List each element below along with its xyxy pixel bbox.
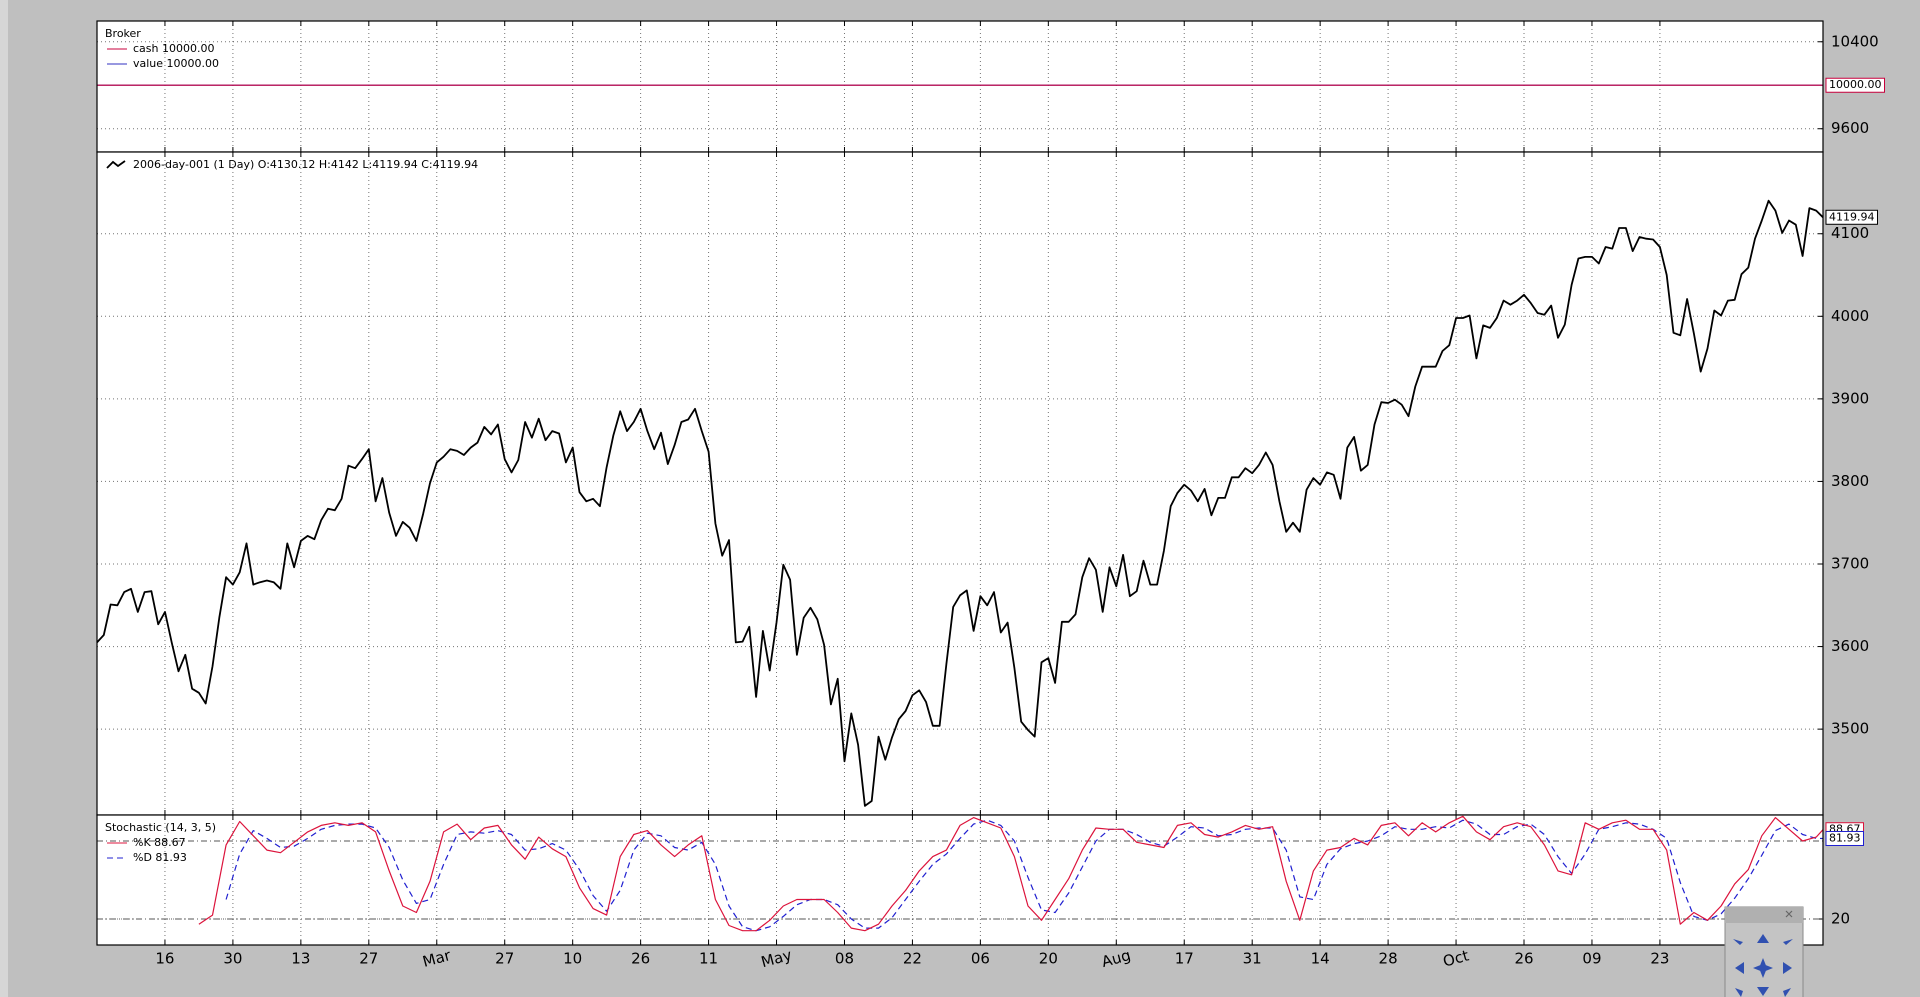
value-tag-box (1825, 77, 1885, 93)
value-tag-label: 10000.00 (1829, 78, 1882, 91)
x-tick-label: 16 (155, 950, 174, 968)
pan-center[interactable] (1753, 958, 1773, 978)
y-tick-label: 20 (1831, 910, 1850, 928)
x-tick-label: 26 (1514, 950, 1533, 968)
x-tick-label: 22 (903, 950, 922, 968)
x-tick-label: 13 (291, 950, 310, 968)
pan-down[interactable] (1757, 987, 1769, 996)
series-line (198, 815, 1824, 932)
x-tick-label: 06 (971, 950, 990, 968)
legend-icon (106, 160, 126, 169)
pan-up-right[interactable] (1783, 939, 1793, 945)
toolbar-titlebar (1725, 907, 1803, 923)
x-tick-label: 26 (631, 950, 650, 968)
y-tick-label: 3500 (1831, 720, 1869, 738)
legend-label: %D 81.93 (133, 851, 187, 864)
x-tick-label: 14 (1311, 950, 1330, 968)
navigation-toolbar (1724, 906, 1804, 997)
x-tick-label: 09 (1582, 950, 1601, 968)
window-edge (0, 0, 8, 997)
x-tick-label: 31 (1243, 950, 1262, 968)
y-tick-label: 3900 (1831, 389, 1869, 407)
panels: 9600 10400 Broker cash 10000.00 value 10000.… (96, 20, 1885, 971)
x-tick-label: 30 (223, 950, 242, 968)
value-tag-box (1825, 209, 1878, 225)
x-tick-label: 23 (1650, 950, 1669, 968)
x-tick-label: 20 (1039, 950, 1058, 968)
legend-label: 2006-day-001 (1 Day) O:4130.12 H:4142 L:… (133, 158, 478, 171)
series-line (225, 819, 1824, 932)
panel-background (97, 152, 1823, 815)
value-tag: 81.93 (1825, 830, 1864, 846)
legend-label: value 10000.00 (133, 57, 219, 70)
x-tick-label: 11 (699, 950, 718, 968)
x-tick-label: 27 (359, 950, 378, 968)
value-tag-box (1825, 830, 1864, 846)
panel-frame (96, 814, 1824, 946)
y-tick-label: 9600 (1831, 119, 1869, 137)
value-tag: 10000.00 (1825, 77, 1885, 93)
y-tick-label: 3600 (1831, 637, 1869, 655)
pan-up[interactable] (1757, 934, 1769, 943)
x-tick-label: 27 (495, 950, 514, 968)
x-tick-label: 28 (1379, 950, 1398, 968)
legend-label: cash 10000.00 (133, 42, 214, 55)
toolbar-close[interactable] (1785, 910, 1793, 918)
y-tick-label: 10400 (1831, 32, 1879, 50)
value-tag-label: 81.93 (1829, 831, 1861, 844)
panel-background (97, 815, 1823, 945)
legend-label: %K 88.67 (133, 836, 186, 849)
pan-up-left[interactable] (1733, 939, 1743, 945)
value-tag: 4119.94 (1825, 209, 1878, 225)
y-tick-label: 4000 (1831, 307, 1869, 325)
y-tick-label: 4100 (1831, 224, 1869, 242)
pan-left[interactable] (1735, 962, 1744, 974)
x-tick-label: 10 (563, 950, 582, 968)
pan-down-right[interactable] (1783, 988, 1791, 997)
y-tick-label: 3800 (1831, 472, 1869, 490)
pan-down-left[interactable] (1735, 988, 1743, 997)
panel-title: Stochastic (14, 3, 5) (105, 821, 216, 834)
series-line (96, 199, 1824, 807)
x-tick-label: 17 (1175, 950, 1194, 968)
panel-background (97, 21, 1823, 152)
x-tick-label: 08 (835, 950, 854, 968)
panel-title: Broker (105, 27, 141, 40)
pan-right[interactable] (1783, 962, 1792, 974)
value-tag-label: 4119.94 (1829, 210, 1875, 223)
y-tick-label: 3700 (1831, 555, 1869, 573)
